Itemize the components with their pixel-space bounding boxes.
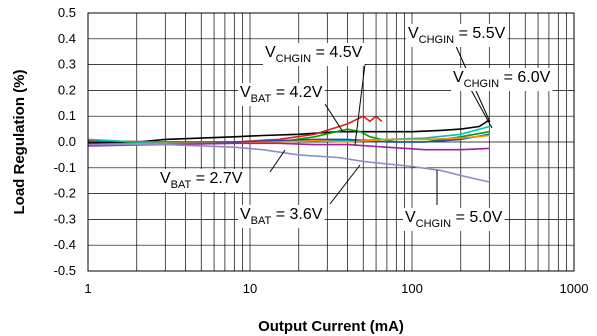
annotation-leader-3 xyxy=(324,103,344,133)
y-tick-label-10: 0.5 xyxy=(58,5,76,20)
annotation-leader-5 xyxy=(329,164,361,205)
annotation-leader-0 xyxy=(354,63,366,146)
annotation-6: VCHGIN = 5.0V xyxy=(403,170,505,231)
tick-labels: -0.5 -0.4 -0.3 -0.2 -0.1 0.0 0.1 0.2 0.3 0.4 0.5 1 1… xyxy=(54,5,589,296)
y-tick-label-2: -0.3 xyxy=(54,211,76,226)
plot-frame xyxy=(87,12,575,272)
annotation-label-1: VCHGIN = 5.5V xyxy=(408,25,506,46)
x-tick-label-3: 1000 xyxy=(560,281,589,296)
y-tick-label-8: 0.3 xyxy=(58,57,76,72)
annotation-label-4: VBAT = 2.7V xyxy=(160,170,243,191)
annotation-0: VCHGIN = 4.5V xyxy=(263,43,366,146)
y-tick-label-7: 0.2 xyxy=(58,82,76,97)
annotation-label-3: VBAT = 4.2V xyxy=(240,84,323,105)
y-tick-label-1: -0.4 xyxy=(54,237,76,252)
annotation-leader-4 xyxy=(269,149,286,173)
y-tick-label-3: -0.2 xyxy=(54,186,76,201)
y-tick-label-5: 0.0 xyxy=(58,134,76,149)
y-tick-label-0: -0.5 xyxy=(54,263,76,278)
annotation-box-3 xyxy=(238,83,325,106)
annotation-3: VBAT = 4.2V xyxy=(238,83,344,133)
annotation-label-2: VCHGIN = 6.0V xyxy=(453,69,551,90)
series-line-6 xyxy=(87,142,490,151)
y-tick-label-6: 0.1 xyxy=(58,108,76,123)
annotation-1: VCHGIN = 5.5V xyxy=(406,24,508,123)
annotation-box-6 xyxy=(403,208,505,231)
annotation-box-0 xyxy=(263,43,365,66)
annotations: VCHGIN = 4.5V VCHGIN = 5.5V VCHGIN = 6.0V V… xyxy=(158,24,553,231)
x-tick-label-2: 100 xyxy=(401,281,423,296)
x-axis-title: Output Current (mA) xyxy=(258,318,404,335)
annotation-box-4 xyxy=(158,169,245,192)
annotation-box-1 xyxy=(406,24,508,47)
x-tick-label-1: 10 xyxy=(243,281,257,296)
x-tick-label-0: 1 xyxy=(84,281,91,296)
annotation-box-2 xyxy=(451,68,553,91)
y-tick-label-4: -0.1 xyxy=(54,160,76,175)
annotation-label-0: VCHGIN = 4.5V xyxy=(265,44,363,65)
annotation-5: VBAT = 3.6V xyxy=(238,164,361,228)
annotation-leader-2 xyxy=(469,87,493,129)
series-lines xyxy=(87,115,490,183)
y-axis-title: Load Regulation (%) xyxy=(11,70,28,215)
series-line-1 xyxy=(87,115,383,143)
series-line-7 xyxy=(88,143,490,183)
annotation-4: VBAT = 2.7V xyxy=(158,149,286,192)
y-tick-label-9: 0.4 xyxy=(58,31,76,46)
annotation-2: VCHGIN = 6.0V xyxy=(451,68,553,129)
annotation-label-6: VCHGIN = 5.0V xyxy=(405,209,503,230)
annotation-box-5 xyxy=(238,205,325,228)
annotation-label-5: VBAT = 3.6V xyxy=(240,206,323,227)
